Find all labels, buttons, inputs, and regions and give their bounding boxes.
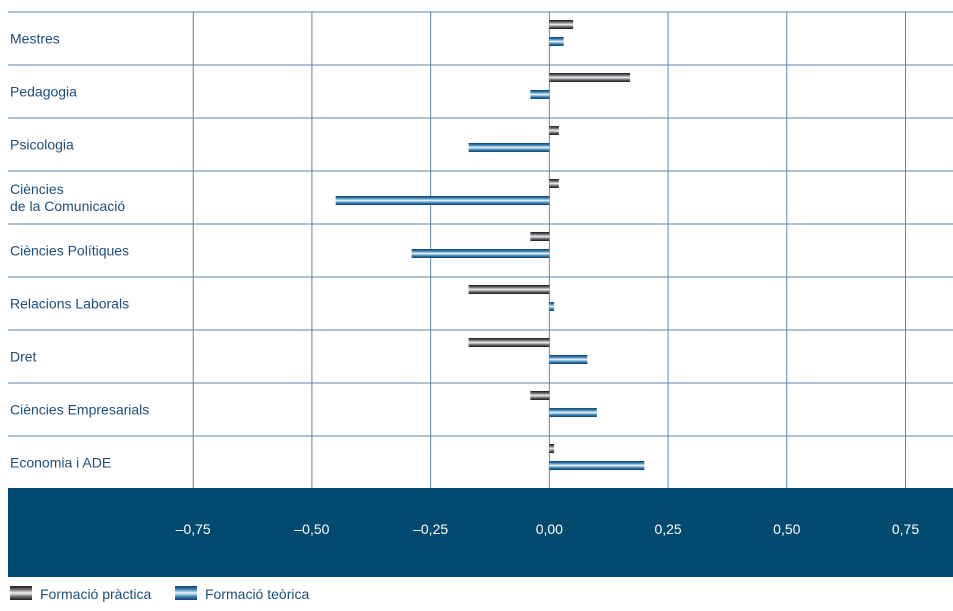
bar-formacio-teorica <box>549 37 564 46</box>
bar-formacio-practica <box>549 20 574 29</box>
category-label: Psicologia <box>10 137 74 153</box>
x-tick-label: 0,75 <box>892 521 919 537</box>
x-tick-label: 0,00 <box>536 521 563 537</box>
bar-formacio-practica <box>468 285 550 294</box>
x-tick-label: –0,50 <box>294 521 329 537</box>
bar-formacio-practica <box>530 391 550 400</box>
category-label: Economia i ADE <box>10 455 111 471</box>
category-label: Mestres <box>10 31 60 47</box>
x-tick-label: –0,25 <box>413 521 448 537</box>
x-tick-label: 0,25 <box>654 521 681 537</box>
bar-formacio-teorica <box>411 249 550 258</box>
legend-swatch <box>175 586 197 600</box>
bar-formacio-practica <box>530 232 550 241</box>
legend-swatch <box>10 586 32 600</box>
bar-formacio-teorica <box>530 90 550 99</box>
bar-formacio-practica <box>549 179 559 188</box>
category-label: Ciències Polítiques <box>10 243 129 259</box>
legend-item-formacio-practica: Formació pràctica <box>10 586 151 602</box>
bar-formacio-practica <box>549 444 555 453</box>
bar-formacio-teorica <box>549 408 597 417</box>
category-label: Ciències Empresarials <box>10 402 149 418</box>
bar-formacio-teorica <box>468 143 550 152</box>
bar-formacio-teorica <box>335 196 550 205</box>
category-label: Pedagogia <box>10 84 77 100</box>
category-label: Ciències de la Comunicació <box>10 181 125 214</box>
x-axis-band <box>8 488 953 577</box>
legend-item-formacio-teorica: Formació teòrica <box>175 586 309 602</box>
category-label: Relacions Laborals <box>10 296 129 312</box>
bar-formacio-practica <box>468 338 550 347</box>
bar-formacio-teorica <box>549 355 588 364</box>
x-tick-label: –0,75 <box>176 521 211 537</box>
legend-label: Formació teòrica <box>205 586 309 602</box>
bar-formacio-practica <box>549 126 559 135</box>
category-label: Dret <box>10 349 37 365</box>
x-tick-label: 0,50 <box>773 521 800 537</box>
bar-formacio-teorica <box>549 461 645 470</box>
legend-label: Formació pràctica <box>40 586 151 602</box>
bar-formacio-practica <box>549 73 631 82</box>
bar-formacio-teorica <box>549 302 555 311</box>
